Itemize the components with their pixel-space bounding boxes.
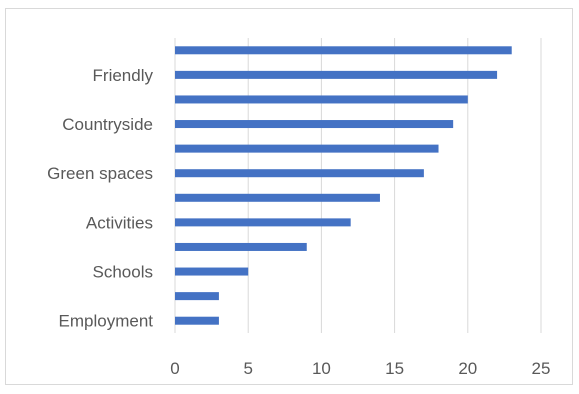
- bars: [175, 46, 512, 325]
- x-tick-label: 10: [312, 359, 331, 378]
- value-axis: 0 5 10 15 20 25: [170, 359, 550, 378]
- bar: [175, 46, 512, 55]
- x-tick-label: 15: [385, 359, 404, 378]
- category-label: Green spaces: [47, 164, 153, 183]
- bar: [175, 70, 498, 79]
- x-tick-label: 5: [243, 359, 252, 378]
- category-label: Schools: [93, 263, 153, 282]
- bar: [175, 218, 351, 227]
- bar: [175, 292, 219, 301]
- bar: [175, 242, 307, 251]
- bar: [175, 144, 439, 153]
- x-tick-label: 25: [532, 359, 551, 378]
- bar: [175, 267, 249, 276]
- category-axis: Employment Schools Activities Green spaces C…: [47, 66, 153, 331]
- bar: [175, 316, 219, 325]
- bar: [175, 193, 380, 202]
- x-tick-label: 20: [458, 359, 477, 378]
- x-tick-label: 0: [170, 359, 179, 378]
- bar: [175, 95, 468, 104]
- bar: [175, 120, 454, 129]
- gridlines: [174, 38, 542, 333]
- category-label: Countryside: [62, 115, 153, 134]
- category-label: Friendly: [93, 66, 154, 85]
- category-label: Employment: [59, 312, 154, 331]
- category-label: Activities: [86, 213, 153, 232]
- bar: [175, 169, 424, 178]
